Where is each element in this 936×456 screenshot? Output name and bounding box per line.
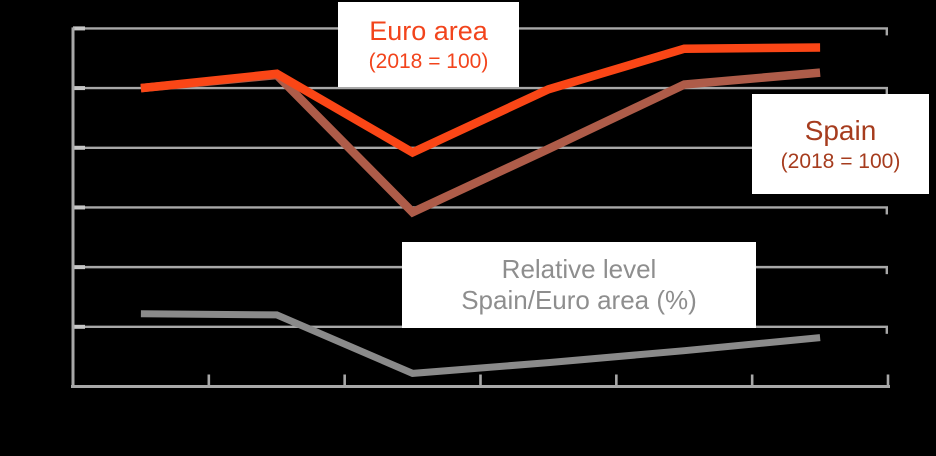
series-line-relative — [140, 310, 821, 377]
euro-area-label-title: Euro area — [369, 15, 488, 46]
spain-label: Spain (2018 = 100) — [752, 94, 929, 194]
gridline-left-stub — [73, 205, 85, 210]
gridline-left-stub — [73, 26, 85, 31]
gridline-left-stub — [73, 86, 85, 91]
spain-label-title: Spain — [804, 114, 877, 146]
gridline-left-stub — [73, 324, 85, 329]
spain-label-subtitle: (2018 = 100) — [780, 150, 901, 174]
gridline-left-stub — [73, 265, 85, 270]
series-line-euro-area — [140, 43, 821, 158]
gridline-left-stub — [73, 145, 85, 150]
euro-area-label-subtitle: (2018 = 100) — [368, 50, 489, 74]
relative-level-label: Relative level Spain/Euro area (%) — [402, 242, 756, 328]
relative-level-label-line1: Relative level — [501, 253, 657, 284]
relative-level-label-line2: Spain/Euro area (%) — [461, 285, 697, 315]
series-line-spain — [140, 68, 821, 218]
euro-area-label: Euro area (2018 = 100) — [338, 2, 519, 87]
